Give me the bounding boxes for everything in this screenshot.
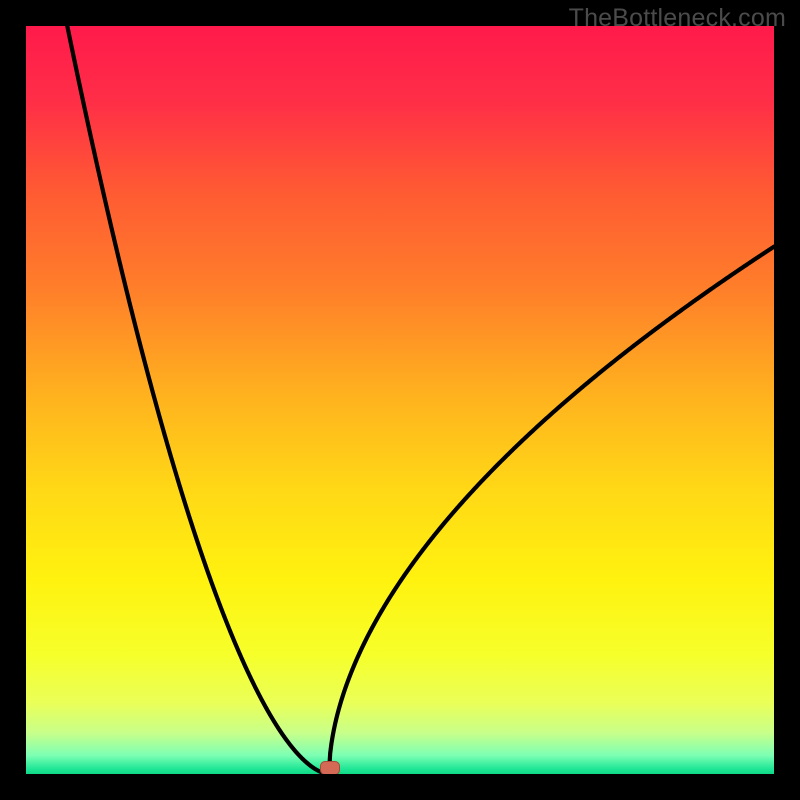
curve-path (60, 26, 774, 774)
optimum-marker (320, 761, 340, 774)
plot-area (26, 26, 774, 774)
chart-container: TheBottleneck.com (0, 0, 800, 800)
watermark-text: TheBottleneck.com (569, 4, 786, 33)
bottleneck-curve (26, 26, 774, 774)
